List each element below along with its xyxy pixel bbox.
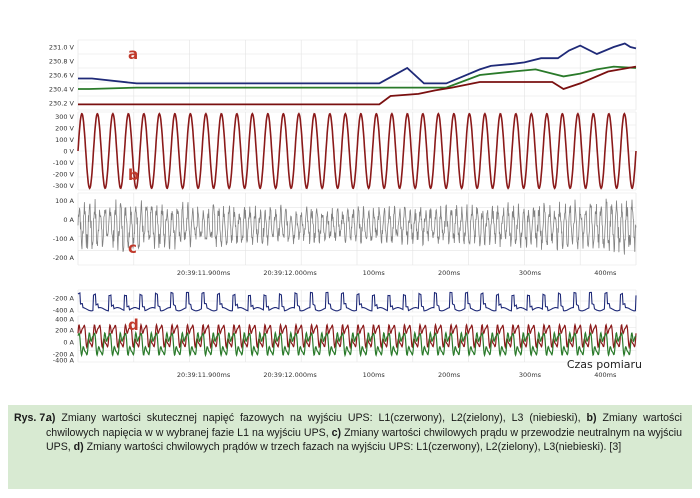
panel-d-xtick: 300ms <box>519 371 542 379</box>
panel-c-ytick: -100 A <box>53 235 75 243</box>
panel-d-ytick: 0 A <box>63 339 74 347</box>
panel-c-ytick: 0 A <box>63 216 74 224</box>
panel-b-letter: b <box>128 166 139 184</box>
panel-d-xlabel: Czas pomiaru <box>567 358 642 371</box>
caption-text: a) Zmiany wartości skutecznej napięć faz… <box>46 411 682 455</box>
panel-c-xtick: 300ms <box>519 269 542 277</box>
panel-d-xtick: 20:39:12.000ms <box>263 371 317 379</box>
panel-d-xtick: 20:39:11.900ms <box>177 371 231 379</box>
chart-figure: 231.0 V 230.8 V 230.6 V 230.4 V 230.2 V a 300 … <box>49 39 642 379</box>
caption-label: Rys. 7. <box>14 412 49 424</box>
panel-d-ytick: -400 A <box>53 307 75 315</box>
panel-a-series-2 <box>78 65 637 90</box>
panel-b-series-1 <box>77 112 637 190</box>
panel-d-ytick: -200 A <box>53 295 75 303</box>
panel-c-xtick: 200ms <box>438 269 461 277</box>
panel-d-ytick: -200 A <box>53 351 75 359</box>
panel-b-ytick: -300 V <box>53 182 75 190</box>
panel-d-letter: d <box>128 316 139 334</box>
panel-a-ytick: 231.0 V <box>49 44 75 52</box>
panel-c-ytick: -200 A <box>53 254 75 262</box>
panel-c-letter: c <box>128 239 137 257</box>
panel-d-ytick: 400 A <box>55 316 74 324</box>
figure-caption: Rys. 7. a) Zmiany wartości skutecznej na… <box>8 405 692 489</box>
panel-d-series-1 <box>77 291 637 312</box>
caption-part-b-letter: b) <box>586 412 597 424</box>
panel-d-xtick: 200ms <box>438 371 461 379</box>
panel-b-ytick: -200 V <box>53 170 75 178</box>
panel-b-ytick: 100 V <box>55 136 74 144</box>
caption-part-a-text: Zmiany wartości skutecznej napięć fazowy… <box>55 412 587 424</box>
panel-a-letter: a <box>128 45 138 63</box>
caption-part-d-text: Zmiany wartości chwilowych prądów w trze… <box>83 441 622 453</box>
panel-d-series-3 <box>77 330 637 358</box>
panel-a-ytick: 230.4 V <box>49 86 75 94</box>
panel-d-series-2 <box>77 322 637 350</box>
caption-part-c-letter: c) <box>331 426 342 439</box>
panel-c-xtick: 20:39:11.900ms <box>177 269 231 277</box>
panel-c-xtick: 20:39:12.000ms <box>263 269 317 277</box>
caption-part-c-text: Zmiany wartości chwilowych prądu w przew… <box>46 426 682 454</box>
caption-part-a-letter: a) <box>46 412 56 424</box>
panel-b-ytick: 300 V <box>55 113 74 121</box>
panel-a-series-1 <box>78 42 637 85</box>
panel-a-ytick: 230.6 V <box>49 72 75 80</box>
panel-c-ytick: 100 A <box>55 197 74 205</box>
panel-c-xtick: 100ms <box>363 269 386 277</box>
panel-d-xtick: 100ms <box>363 371 386 379</box>
panel-c-series-1 <box>77 198 637 255</box>
panel-d-ytick: -400 A <box>53 357 75 365</box>
panel-a-grid <box>77 39 637 111</box>
panel-b-ytick: 200 V <box>55 125 74 133</box>
caption-part-b-text: Zmiany wartości chwilowych napięcia w w … <box>46 412 683 439</box>
panel-a-series-3 <box>78 65 637 106</box>
panel-a-ytick: 230.8 V <box>49 58 75 66</box>
panel-a-ytick: 230.2 V <box>49 100 75 108</box>
panel-d-ytick: 200 A <box>55 327 74 335</box>
panel-b-ytick: -100 V <box>53 159 75 167</box>
panel-b-ytick: 0 V <box>63 148 74 156</box>
caption-part-d-letter: d) <box>73 441 84 453</box>
panel-d-xtick: 400ms <box>594 371 617 379</box>
panel-c-xtick: 400ms <box>594 269 617 277</box>
